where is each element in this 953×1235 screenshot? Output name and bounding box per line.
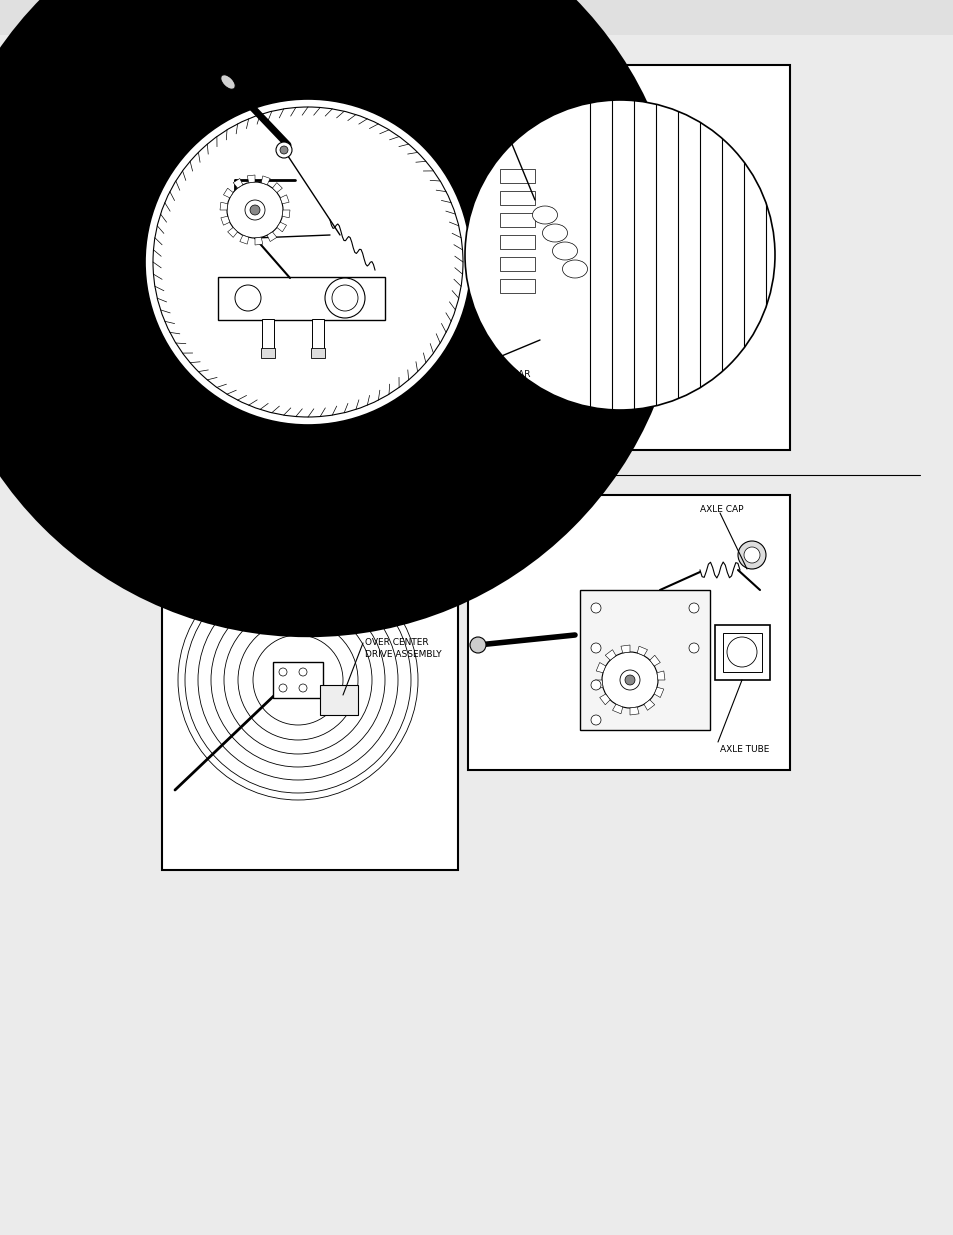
Ellipse shape: [532, 206, 557, 224]
Bar: [722, 634, 761, 672]
Circle shape: [590, 715, 600, 725]
Ellipse shape: [220, 75, 235, 89]
Circle shape: [245, 200, 265, 220]
Polygon shape: [233, 179, 243, 188]
Bar: [262, 319, 274, 350]
Text: OVER CENTER: OVER CENTER: [365, 638, 428, 647]
Polygon shape: [519, 902, 559, 918]
Polygon shape: [519, 1023, 559, 1037]
FancyBboxPatch shape: [499, 191, 535, 205]
Text: AXLE CAP: AXLE CAP: [700, 505, 742, 514]
Polygon shape: [221, 216, 230, 225]
Polygon shape: [649, 656, 659, 666]
Bar: [579, 590, 709, 730]
Polygon shape: [282, 210, 290, 217]
Circle shape: [619, 671, 639, 690]
Circle shape: [325, 278, 365, 317]
Bar: [273, 662, 323, 698]
Polygon shape: [654, 687, 663, 698]
Circle shape: [275, 142, 292, 158]
Text: RING GEAR: RING GEAR: [479, 370, 530, 379]
Text: DRIVE ASSEMBLY: DRIVE ASSEMBLY: [365, 650, 441, 659]
Polygon shape: [280, 195, 289, 204]
Polygon shape: [637, 646, 647, 656]
Text: PINION GEAR: PINION GEAR: [499, 105, 558, 114]
Polygon shape: [629, 708, 639, 715]
FancyBboxPatch shape: [499, 212, 535, 227]
Polygon shape: [519, 1062, 559, 1078]
Text: AXLE TUBE: AXLE TUBE: [720, 745, 768, 755]
Polygon shape: [595, 680, 602, 689]
Ellipse shape: [562, 261, 587, 278]
Circle shape: [298, 668, 307, 676]
Ellipse shape: [552, 242, 577, 261]
Bar: [162, 495, 457, 869]
Circle shape: [470, 637, 485, 653]
Circle shape: [464, 100, 774, 410]
Polygon shape: [223, 188, 233, 198]
FancyBboxPatch shape: [499, 257, 535, 270]
Bar: [468, 495, 789, 769]
Circle shape: [601, 652, 658, 708]
Polygon shape: [276, 222, 286, 232]
Circle shape: [227, 182, 283, 238]
Bar: [261, 348, 274, 358]
Circle shape: [590, 603, 600, 613]
Polygon shape: [519, 862, 559, 878]
Bar: [311, 348, 325, 358]
Circle shape: [250, 205, 260, 215]
Circle shape: [278, 668, 287, 676]
Circle shape: [234, 285, 261, 311]
Circle shape: [145, 99, 471, 425]
Polygon shape: [519, 1042, 559, 1058]
Circle shape: [590, 643, 600, 653]
Polygon shape: [273, 183, 282, 193]
Polygon shape: [519, 1082, 559, 1098]
FancyBboxPatch shape: [499, 235, 535, 249]
Circle shape: [743, 547, 760, 563]
Circle shape: [726, 637, 757, 667]
Bar: [319, 685, 357, 715]
Bar: [218, 277, 385, 320]
Circle shape: [280, 146, 288, 154]
Polygon shape: [519, 982, 559, 998]
Circle shape: [46, 0, 569, 524]
Circle shape: [298, 684, 307, 692]
Polygon shape: [620, 645, 629, 653]
Circle shape: [738, 541, 765, 569]
Polygon shape: [604, 650, 616, 661]
Polygon shape: [519, 923, 559, 939]
Polygon shape: [228, 227, 237, 237]
Polygon shape: [599, 694, 610, 705]
Circle shape: [278, 684, 287, 692]
Bar: [162, 65, 789, 450]
FancyBboxPatch shape: [499, 279, 535, 293]
Circle shape: [590, 680, 600, 690]
Polygon shape: [261, 175, 270, 185]
Polygon shape: [612, 704, 622, 714]
Polygon shape: [254, 237, 262, 245]
Polygon shape: [657, 671, 664, 680]
Bar: [0, 0, 953, 35]
Polygon shape: [643, 700, 654, 710]
Ellipse shape: [542, 224, 567, 242]
Polygon shape: [247, 175, 254, 183]
Polygon shape: [596, 662, 605, 673]
Polygon shape: [220, 203, 228, 210]
Polygon shape: [267, 232, 276, 242]
Polygon shape: [519, 1002, 559, 1018]
Circle shape: [624, 676, 635, 685]
Circle shape: [688, 643, 699, 653]
Bar: [714, 625, 769, 680]
FancyBboxPatch shape: [499, 169, 535, 183]
Polygon shape: [519, 962, 559, 978]
Polygon shape: [239, 235, 249, 245]
Polygon shape: [519, 942, 559, 958]
Bar: [312, 319, 324, 350]
Polygon shape: [519, 882, 559, 898]
Circle shape: [688, 603, 699, 613]
